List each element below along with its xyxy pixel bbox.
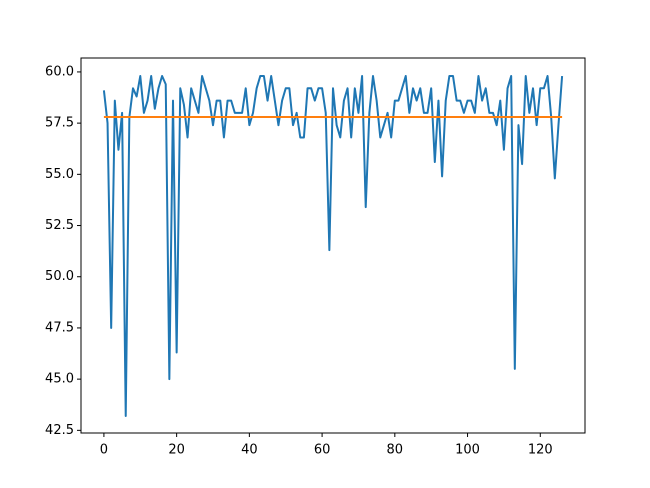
x-tick-label: 80	[387, 443, 404, 458]
y-tick-label: 60.0	[45, 64, 74, 79]
x-tick-label: 0	[100, 443, 108, 458]
y-tick-label: 47.5	[45, 320, 74, 335]
x-tick-label: 40	[241, 443, 258, 458]
y-tick-label: 55.0	[45, 167, 74, 182]
y-tick-label: 57.5	[45, 116, 74, 131]
axes-frame	[80, 57, 586, 434]
y-tick-label: 42.5	[45, 423, 74, 438]
y-tick-label: 52.5	[45, 218, 74, 233]
y-tick-label: 50.0	[45, 269, 74, 284]
data-line	[102, 75, 564, 417]
x-tick-label: 60	[314, 443, 331, 458]
x-tick-label: 100	[455, 443, 480, 458]
y-tick-label: 45.0	[45, 372, 74, 387]
x-tick-label: 20	[168, 443, 185, 458]
x-tick-label: 120	[528, 443, 553, 458]
